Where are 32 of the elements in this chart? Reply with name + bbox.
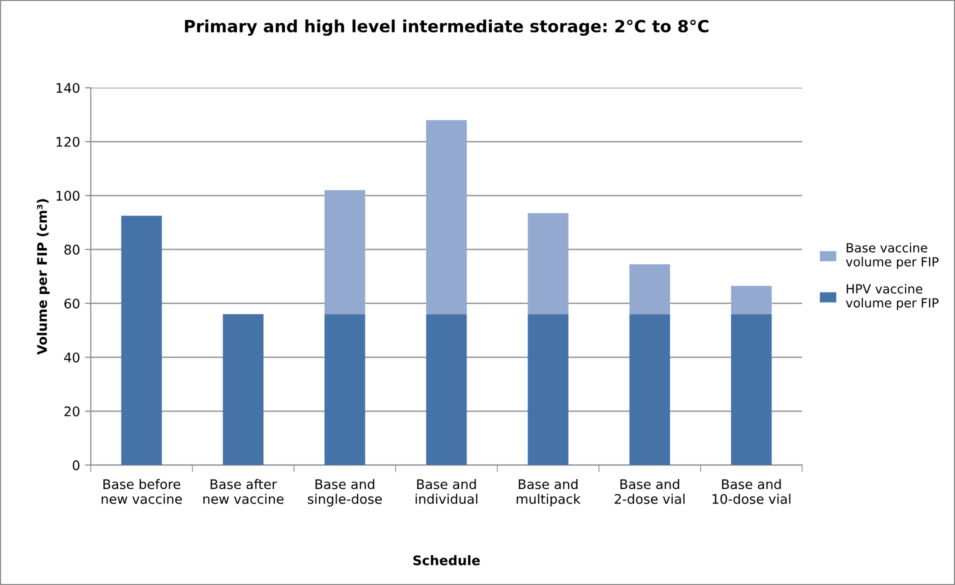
x-tick-label: Base and 10-dose vial xyxy=(712,478,790,504)
bar xyxy=(426,120,467,314)
x-tick-label: Base and single-dose xyxy=(308,478,382,507)
bar xyxy=(324,314,366,466)
legend-label: Base vaccine volume per FIP xyxy=(846,242,939,269)
y-tick-label: 120 xyxy=(56,136,80,147)
x-tick-label: Base and individual xyxy=(416,478,478,504)
x-tick-label: Base after new vaccine xyxy=(203,478,284,504)
bar xyxy=(121,216,162,466)
y-tick-label: 0 xyxy=(72,460,80,470)
bar xyxy=(222,314,264,466)
bar xyxy=(731,286,772,314)
bar xyxy=(629,264,670,314)
y-tick-label: 40 xyxy=(64,352,80,362)
y-tick-label: 100 xyxy=(56,190,80,201)
x-tick-label: Base and multipack xyxy=(516,478,581,507)
y-tick-label: 60 xyxy=(64,298,80,309)
chart-title: Primary and high level intermediate storage: 2°C to 8°C xyxy=(185,20,708,36)
y-axis-title: Volume per FIP (cm³) xyxy=(36,199,50,355)
bar xyxy=(426,314,467,466)
y-tick-label: 20 xyxy=(64,406,80,416)
bar xyxy=(324,190,366,314)
x-tick-label: Base and 2-dose vial xyxy=(614,478,685,504)
bar xyxy=(629,314,670,466)
y-tick-label: 80 xyxy=(64,244,80,255)
bar xyxy=(528,314,568,466)
bar xyxy=(731,314,772,466)
y-tick-label: 140 xyxy=(56,82,80,93)
bar xyxy=(528,213,568,314)
legend-label: HPV vaccine volume per FIP xyxy=(846,284,939,310)
x-tick-label: Base before new vaccine xyxy=(102,478,182,504)
x-axis-title: Schedule xyxy=(413,555,480,566)
